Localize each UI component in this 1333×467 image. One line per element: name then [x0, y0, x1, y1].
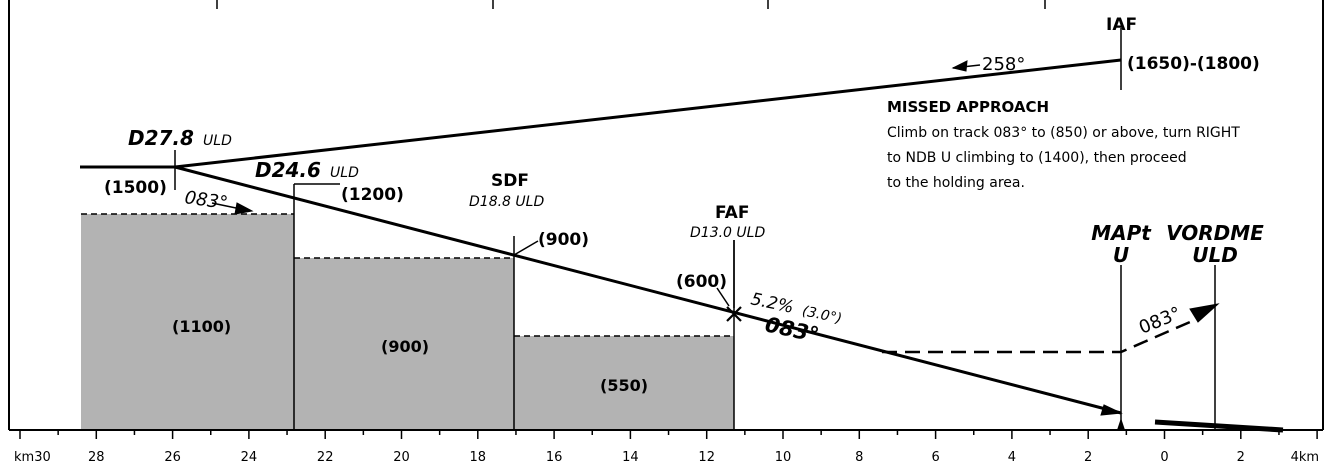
scale-label: 16 — [546, 450, 563, 465]
vordme-ident: ULD — [1192, 243, 1238, 267]
descent-profile — [174, 165, 1122, 415]
descent-arrow-icon — [1100, 404, 1123, 416]
obstacle-blocks: (1100) (900) (550) — [81, 184, 735, 430]
outbound-leg — [174, 58, 1122, 169]
track-258-arrow-icon — [951, 60, 968, 72]
scale-label: 14 — [622, 450, 639, 465]
svg-text:D27.8 ULD: D27.8 ULD — [128, 126, 232, 150]
obstacle-block-2 — [294, 258, 514, 430]
faf-label: FAF — [715, 203, 749, 223]
frame — [8, 0, 1324, 430]
scale-label: 8 — [855, 450, 863, 465]
track-258-label: 258° — [982, 54, 1025, 75]
d246-distance: D24.6 — [255, 158, 321, 182]
missed-approach-line-2: to NDB U climbing to (1400), then procee… — [887, 150, 1187, 166]
scale-label: 26 — [164, 450, 181, 465]
fix-markers — [174, 28, 1216, 430]
mapt-ident: U — [1113, 243, 1129, 267]
missed-approach-text: MISSED APPROACH Climb on track 083° to (… — [887, 98, 1240, 191]
obstacle-label-2: (900) — [381, 337, 429, 356]
mapt-ground-marker-icon — [1117, 418, 1125, 430]
iaf-altitudes: (1650)-(1800) — [1127, 54, 1260, 74]
distance-scale: km30 28 26 24 22 20 18 16 14 12 10 8 6 4 2 0 2 4km — [9, 429, 1323, 465]
altitude-900: (900) — [538, 230, 589, 250]
scale-label: 24 — [241, 450, 258, 465]
faf-cross-icon — [726, 306, 742, 322]
mapt-label: MAPt — [1091, 221, 1152, 245]
scale-label: 12 — [698, 450, 715, 465]
obstacle-block-3 — [514, 336, 734, 430]
scale-label: 2 — [1084, 450, 1092, 465]
missed-approach-line-3: to the holding area. — [887, 175, 1025, 191]
obstacle-block-1 — [81, 214, 294, 430]
gradient-percent: 5.2% — [749, 289, 795, 318]
scale-label: 10 — [775, 450, 792, 465]
scale-label: 4 — [1008, 450, 1016, 465]
vordme-label: VORDME — [1166, 221, 1264, 245]
track-083-arrow-icon — [234, 202, 254, 215]
scale-label: 28 — [88, 450, 105, 465]
missed-track-arrow-icon — [1189, 303, 1220, 323]
scale-label: 6 — [931, 450, 939, 465]
scale-label: km30 — [14, 450, 51, 465]
scale-label: 2 — [1237, 450, 1245, 465]
d278-distance: D27.8 — [128, 126, 194, 150]
scale-label: 18 — [470, 450, 487, 465]
track-initial-label: 083° — [183, 187, 229, 214]
altitude-1200: (1200) — [341, 185, 404, 205]
d278-ref: ULD — [203, 133, 232, 149]
missed-approach-title: MISSED APPROACH — [887, 98, 1049, 116]
svg-text:D24.6 ULD: D24.6 ULD — [255, 158, 359, 182]
altitude-600: (600) — [676, 272, 727, 292]
altitude-1500: (1500) — [104, 178, 167, 198]
obstacle-label-3: (550) — [600, 376, 648, 395]
scale-label: 4km — [1291, 450, 1319, 465]
scale-label: 22 — [317, 450, 334, 465]
iaf-label: IAF — [1106, 15, 1137, 35]
sdf-distance: D18.8 ULD — [469, 194, 544, 210]
d246-ref: ULD — [330, 165, 359, 181]
track-missed-label: 083° — [1136, 303, 1184, 339]
arrows — [211, 60, 1220, 416]
sdf-label: SDF — [491, 171, 529, 191]
scale-label: 0 — [1160, 450, 1168, 465]
scale-label: 20 — [393, 450, 410, 465]
missed-approach-line-1: Climb on track 083° to (850) or above, t… — [887, 125, 1240, 141]
obstacle-label-1: (1100) — [172, 317, 231, 336]
faf-distance: D13.0 ULD — [690, 225, 765, 241]
